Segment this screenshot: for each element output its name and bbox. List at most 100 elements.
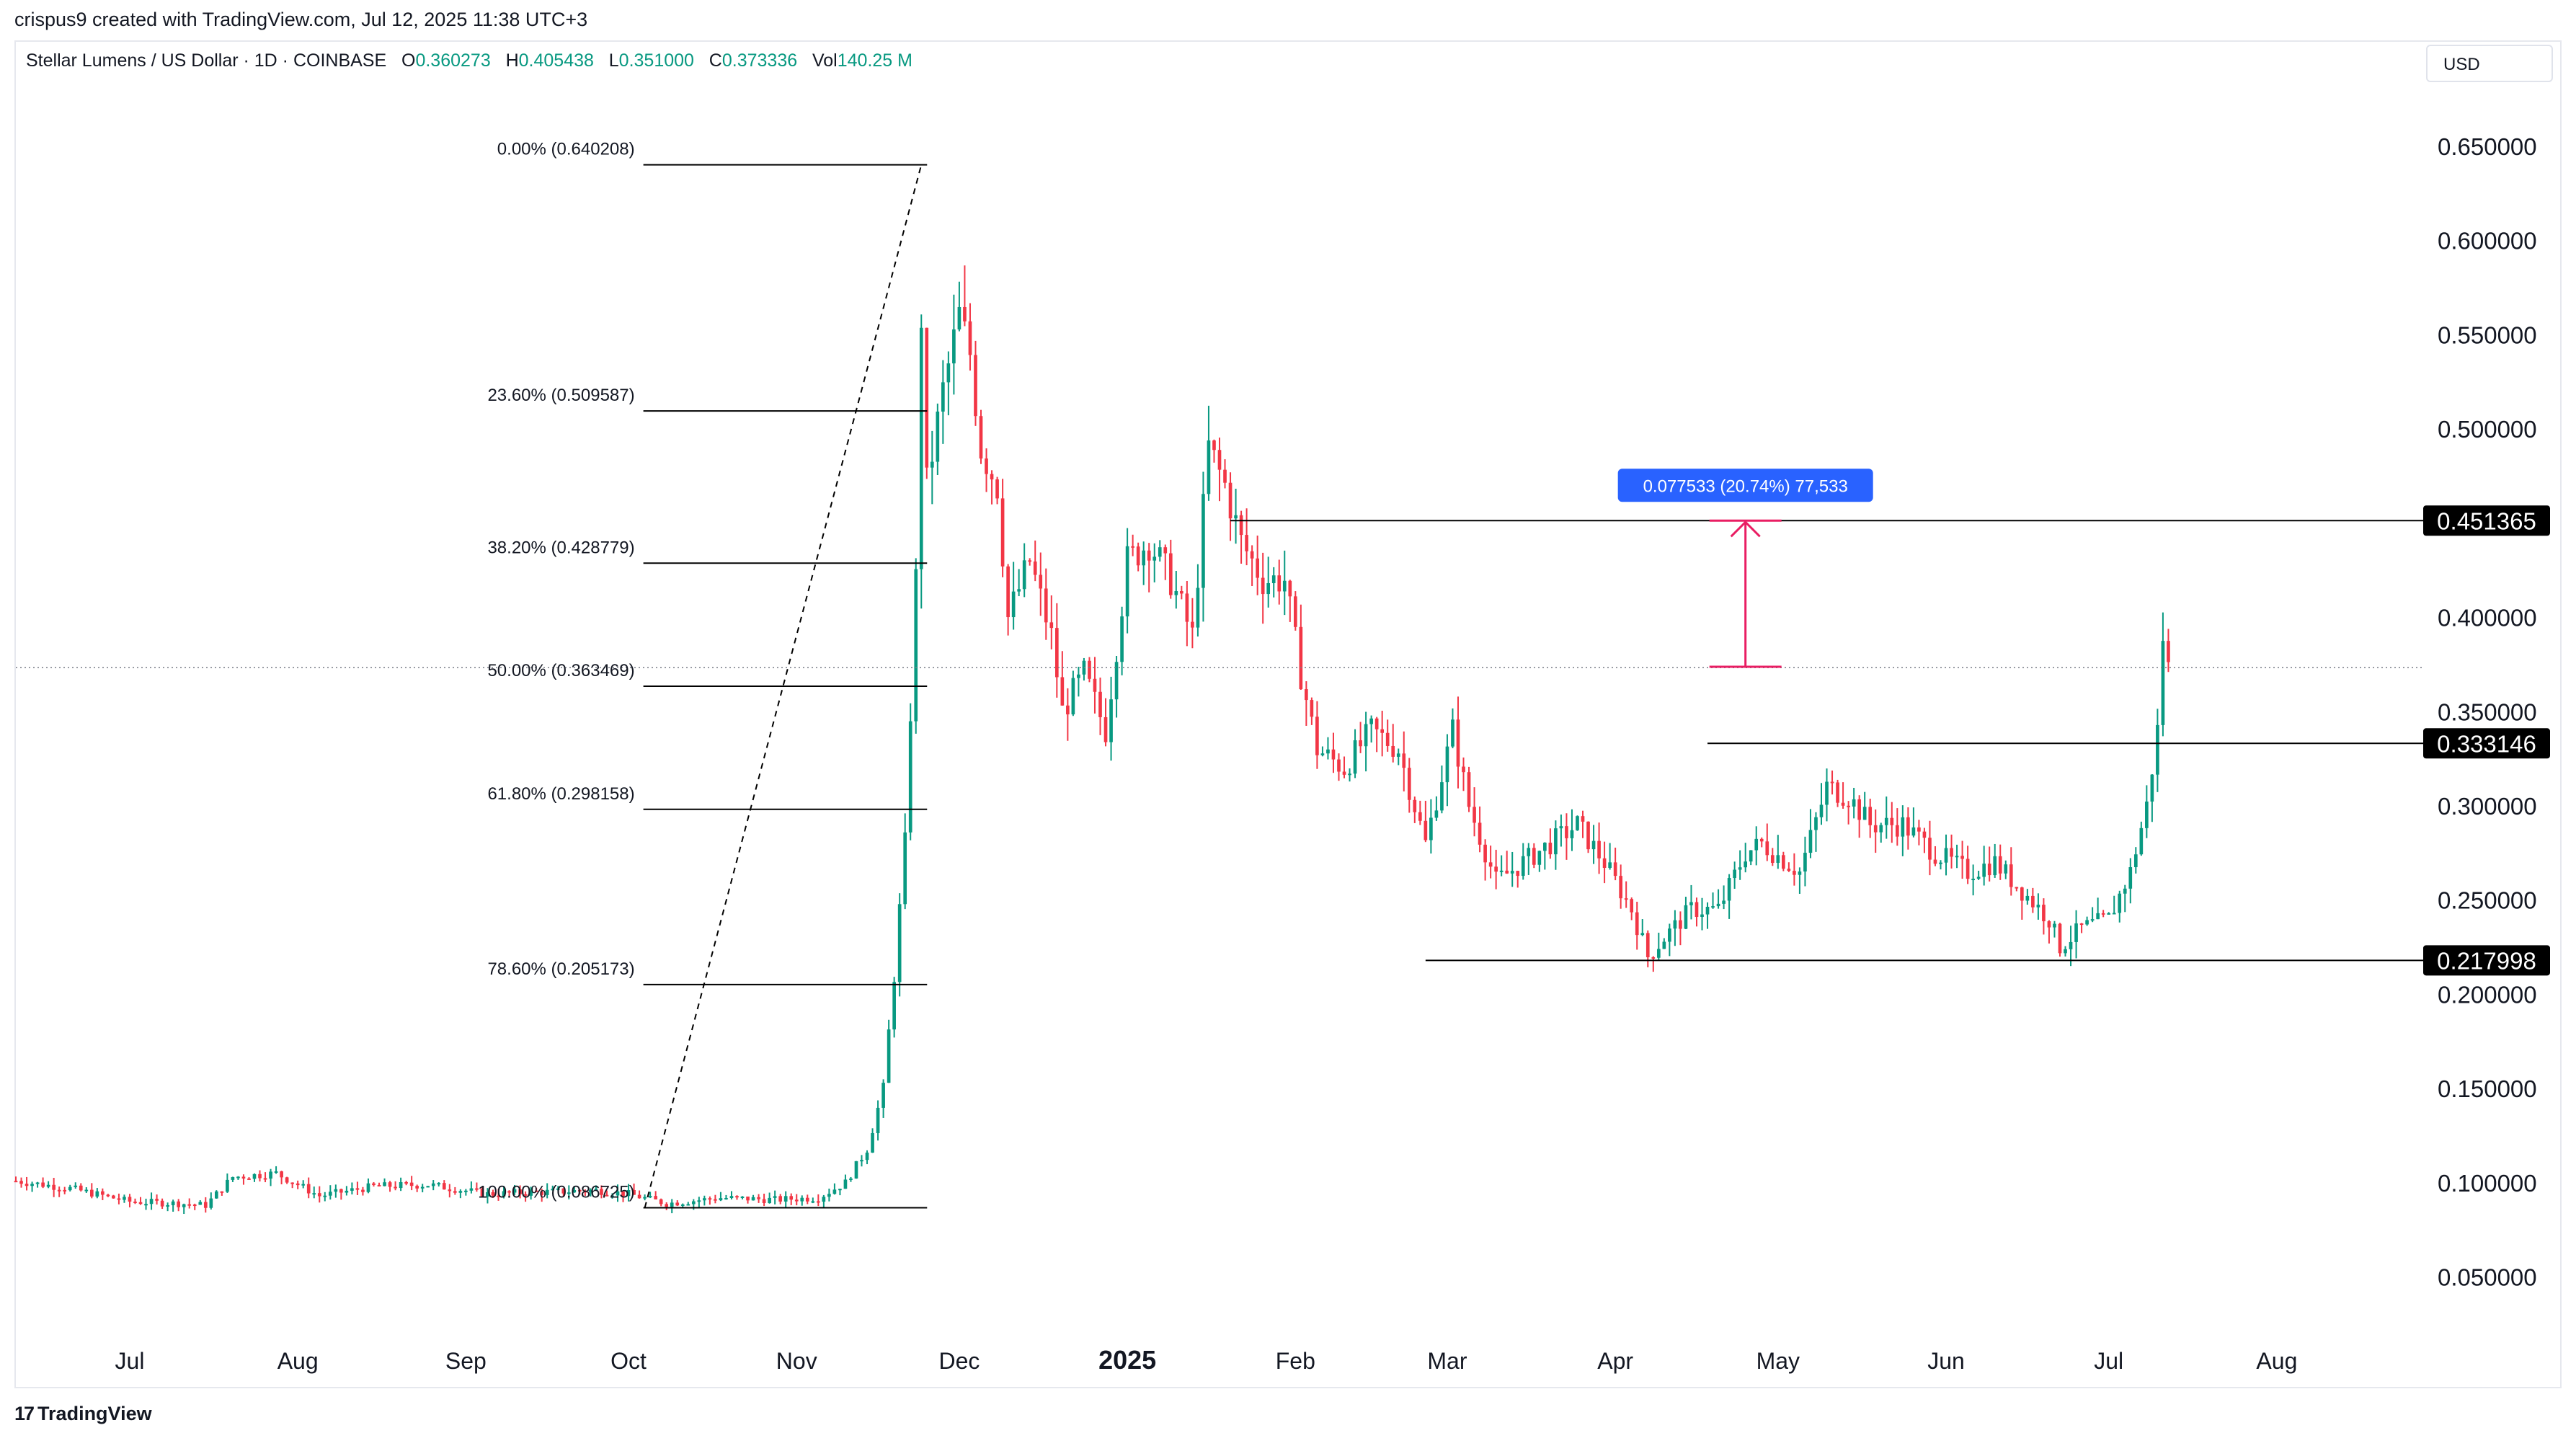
candle-body — [654, 1196, 657, 1199]
price-tag-label: 0.451365 — [2437, 507, 2536, 534]
y-tick-label: 0.500000 — [2438, 416, 2537, 443]
candle-body — [1510, 871, 1514, 874]
fib-level-label: 38.20% (0.428779) — [487, 538, 634, 557]
candle-body — [469, 1188, 474, 1191]
candle-body — [1451, 719, 1454, 747]
candle-body — [1565, 826, 1568, 838]
candle-body — [2085, 920, 2089, 925]
candle-body — [2031, 895, 2035, 908]
candle-body — [1359, 740, 1362, 747]
candle-body — [1917, 827, 1921, 832]
candle-body — [1971, 879, 1975, 881]
candle-body — [290, 1182, 294, 1184]
candle-body — [339, 1189, 343, 1193]
candle-body — [2161, 641, 2165, 725]
candle-body — [643, 1197, 647, 1199]
candle-body — [1049, 622, 1054, 629]
candle-body — [1744, 861, 1748, 868]
candle-body — [827, 1194, 831, 1197]
fib-level-label: 61.80% (0.298158) — [487, 784, 634, 804]
candle-body — [1722, 900, 1726, 904]
candle-body — [1054, 628, 1059, 678]
currency-selector[interactable]: USD — [2426, 45, 2553, 82]
candle-body — [518, 1189, 522, 1194]
candle-body — [876, 1107, 880, 1134]
candle-body — [312, 1193, 316, 1195]
candle-body — [355, 1188, 360, 1190]
candle-body — [1147, 550, 1151, 561]
candle-body — [1651, 957, 1656, 959]
price-tag-label: 0.217998 — [2437, 947, 2536, 974]
candle-body — [1434, 810, 1439, 818]
candle-body — [740, 1196, 745, 1198]
candle-body — [1277, 575, 1282, 592]
candle-body — [2150, 774, 2154, 802]
candle-body — [101, 1191, 105, 1195]
open-label: O — [401, 50, 416, 71]
candle-body — [735, 1196, 739, 1198]
candle-body — [1364, 724, 1368, 747]
candle-body — [252, 1174, 257, 1179]
candle-body — [1662, 941, 1666, 949]
candle-body — [838, 1189, 842, 1191]
candle-body — [703, 1198, 706, 1201]
candle-body — [247, 1178, 251, 1180]
candle-body — [464, 1190, 468, 1192]
candle-body — [1467, 772, 1471, 807]
candle-body — [832, 1189, 837, 1194]
candle-body — [1527, 848, 1531, 856]
x-tick-label: Aug — [277, 1348, 319, 1374]
candle-body — [2058, 923, 2062, 954]
candle-body — [486, 1192, 489, 1197]
candle-body — [1738, 867, 1742, 870]
candle-body — [1857, 799, 1861, 820]
candle-body — [155, 1199, 159, 1201]
candle-body — [1581, 816, 1585, 822]
candle-body — [323, 1195, 327, 1197]
candle-body — [383, 1182, 386, 1186]
candle-body — [843, 1179, 848, 1189]
x-tick-label: Dec — [938, 1348, 980, 1374]
tradingview-footer[interactable]: 17 TradingView — [14, 1403, 152, 1425]
candle-body — [2145, 802, 2149, 828]
candle-body — [2009, 864, 2013, 887]
candle-body — [177, 1201, 181, 1207]
candle-body — [561, 1188, 566, 1194]
candle-body — [68, 1186, 72, 1191]
candle-body — [1424, 820, 1428, 840]
candle-body — [1163, 547, 1168, 554]
candle-body — [1559, 826, 1563, 829]
candle-body — [968, 321, 972, 355]
candle-body — [1142, 550, 1146, 566]
candle-body — [805, 1197, 809, 1202]
candle-body — [144, 1204, 148, 1206]
candle-body — [1282, 580, 1287, 592]
candle-body — [285, 1177, 289, 1183]
candle-body — [1413, 799, 1417, 812]
x-tick-label: Apr — [1597, 1348, 1633, 1374]
candle-body — [1385, 732, 1390, 746]
candle-body — [1212, 440, 1216, 451]
candle-body — [274, 1171, 278, 1174]
candle-body — [306, 1184, 311, 1194]
candle-body — [1478, 822, 1482, 845]
candle-body — [133, 1201, 137, 1203]
candle-body — [1711, 906, 1715, 908]
candle-body — [1196, 587, 1200, 628]
candle-body — [1976, 877, 1981, 879]
candle-body — [1668, 928, 1671, 942]
candle-body — [2069, 941, 2073, 949]
candle-body — [1554, 828, 1558, 855]
candle-body — [534, 1190, 538, 1192]
candle-body — [1516, 871, 1520, 877]
high-value: 0.405438 — [518, 50, 594, 71]
candle-body — [1770, 855, 1775, 864]
candle-body — [1266, 583, 1271, 595]
candle-body — [512, 1189, 517, 1193]
candle-body — [540, 1191, 544, 1195]
candle-body — [979, 416, 983, 459]
x-tick-label: Mar — [1427, 1348, 1467, 1374]
candle-body — [1906, 817, 1910, 836]
candle-body — [881, 1083, 885, 1108]
